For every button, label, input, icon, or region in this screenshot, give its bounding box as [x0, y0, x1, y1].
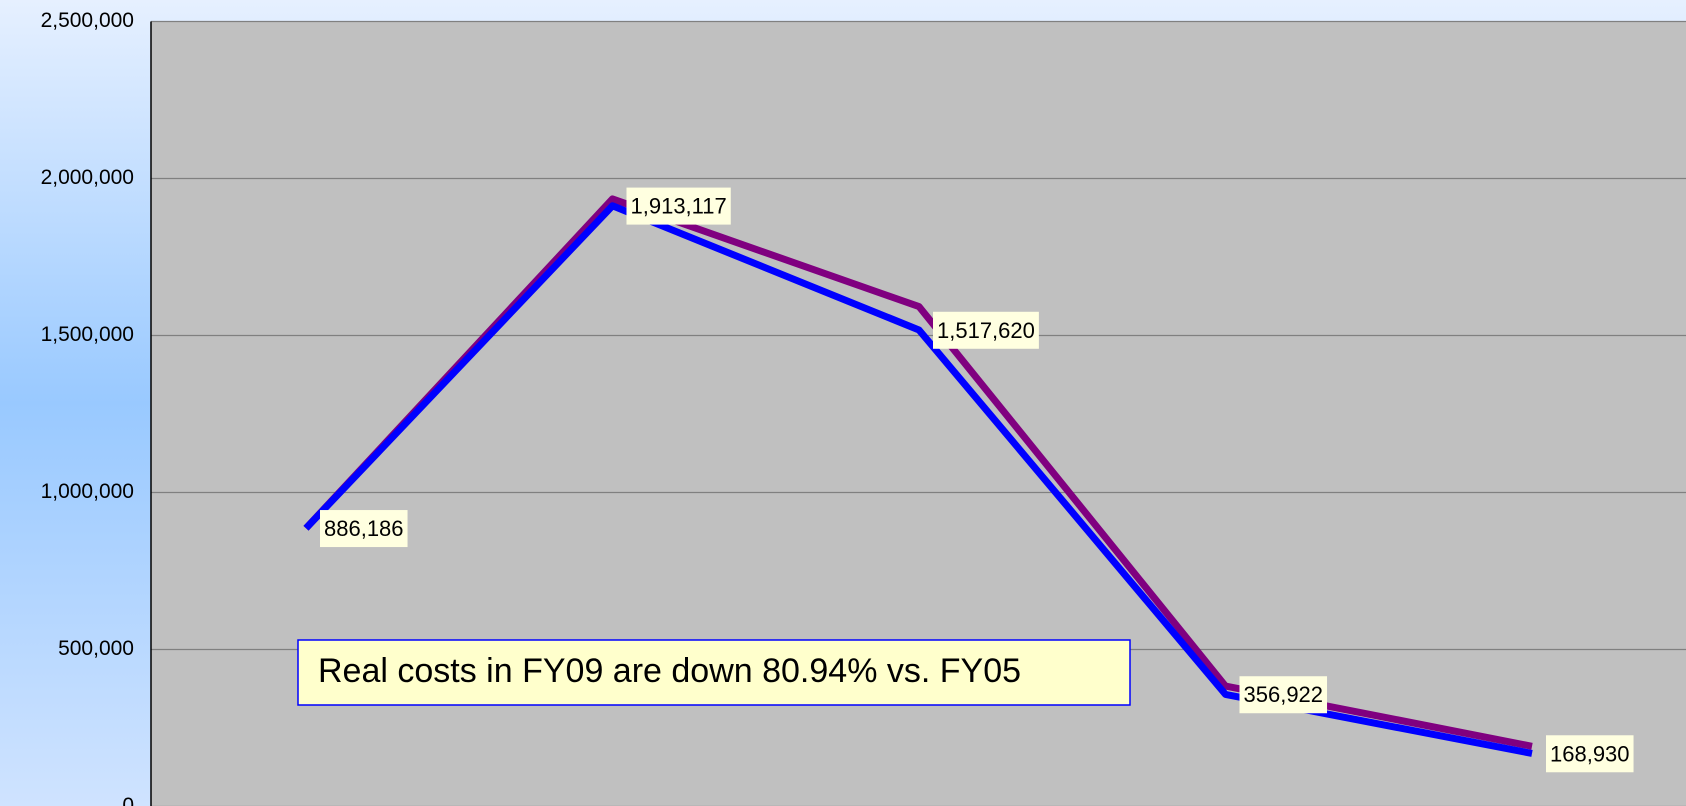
annotation: Real costs in FY09 are down 80.94% vs. F…	[318, 652, 1021, 690]
data-label: 168,930	[1550, 741, 1630, 766]
y-tick-label: 1,000,000	[41, 480, 134, 503]
lines	[303, 195, 1533, 757]
y-tick-label: 0	[122, 794, 134, 806]
y-tick-label: 500,000	[58, 637, 134, 660]
data-label-box	[1239, 676, 1328, 714]
data-label: 356,922	[1244, 682, 1324, 707]
y-tick-label: 1,500,000	[41, 323, 134, 346]
data-label-box	[626, 187, 731, 225]
data-label-box	[1546, 735, 1634, 773]
data-label-box	[933, 311, 1039, 349]
data-label: 1,517,620	[937, 318, 1035, 343]
annotation-box	[297, 639, 1131, 706]
labels: 886,186 1,913,117 1,517,620 356,922 168,930	[320, 187, 1634, 773]
data-label: 1,913,117	[631, 194, 727, 219]
y-tick-label: 2,000,000	[41, 166, 134, 189]
data-label: 886,186	[324, 516, 404, 541]
series-line	[303, 202, 1533, 757]
data-label-box	[320, 510, 408, 548]
y-tick-label: 2,500,000	[41, 9, 134, 32]
